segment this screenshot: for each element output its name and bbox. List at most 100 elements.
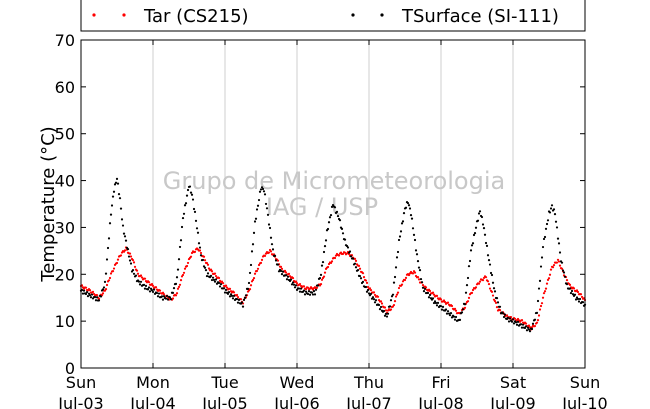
data-point [507, 320, 511, 323]
data-point [469, 249, 473, 252]
data-point [330, 205, 334, 208]
data-point [297, 287, 301, 290]
data-point [136, 272, 140, 275]
data-point [416, 260, 420, 263]
data-point [190, 193, 194, 196]
data-point [452, 315, 456, 318]
data-point [258, 190, 262, 193]
data-point [225, 286, 229, 289]
data-point [450, 304, 454, 308]
data-point [227, 291, 231, 294]
data-point [243, 296, 247, 299]
data-point [193, 250, 197, 253]
data-point [230, 294, 234, 297]
data-point [226, 292, 230, 295]
data-point [202, 255, 206, 258]
data-point [273, 254, 277, 257]
data-point [176, 287, 180, 290]
data-point [565, 283, 569, 286]
data-point [311, 293, 315, 296]
data-point [180, 225, 184, 229]
data-point [555, 261, 559, 264]
data-point [578, 297, 582, 301]
data-point [279, 265, 283, 268]
x-tick-label-day: Tue [210, 373, 238, 392]
data-point [111, 270, 115, 273]
data-point [535, 321, 539, 324]
data-point [116, 182, 120, 185]
x-tick-label-day: Sat [500, 373, 526, 392]
data-point [151, 290, 155, 294]
data-point [115, 261, 119, 265]
data-point [251, 278, 255, 282]
data-point [321, 260, 325, 264]
data-point [276, 263, 280, 266]
data-point [132, 261, 136, 264]
data-point [81, 292, 85, 295]
data-point [502, 315, 506, 319]
data-point [209, 274, 213, 277]
data-point [195, 227, 199, 230]
data-point [224, 288, 228, 292]
data-point [428, 293, 432, 297]
data-point [117, 193, 121, 196]
y-tick-label: 0 [65, 359, 75, 378]
data-point [114, 181, 118, 184]
x-tick-label-day: Sun [66, 373, 96, 392]
data-point [433, 300, 437, 303]
data-point [190, 251, 194, 255]
data-point [492, 287, 496, 290]
data-point [407, 204, 411, 207]
data-point [520, 326, 524, 329]
data-point [445, 312, 449, 315]
data-point [333, 206, 337, 209]
data-point [389, 299, 393, 302]
data-point [386, 312, 390, 315]
data-point [256, 267, 260, 270]
data-point [570, 289, 574, 293]
data-point [162, 295, 166, 298]
data-point [401, 220, 405, 223]
data-point [379, 300, 383, 303]
data-point [322, 250, 326, 254]
data-point [231, 297, 235, 300]
data-point [400, 283, 404, 286]
data-point [561, 269, 565, 272]
data-point [214, 274, 218, 278]
data-point [343, 251, 347, 254]
data-point [303, 293, 307, 296]
data-point [421, 283, 425, 287]
data-point [147, 281, 151, 284]
data-point [263, 254, 267, 258]
data-point [428, 289, 432, 293]
data-point [175, 292, 179, 295]
data-point [259, 261, 263, 265]
data-point [549, 207, 553, 210]
data-point [248, 271, 252, 275]
data-point [579, 293, 583, 296]
y-tick-label: 50 [55, 125, 75, 144]
data-point [274, 259, 278, 262]
data-point [178, 245, 182, 249]
data-point [361, 280, 365, 283]
data-point [177, 258, 181, 261]
data-point [280, 267, 284, 270]
data-point [203, 266, 207, 269]
data-point [183, 267, 187, 270]
data-point [134, 274, 138, 277]
data-point [439, 298, 443, 301]
data-point [411, 227, 415, 230]
data-point [183, 204, 187, 207]
data-point [454, 309, 458, 312]
data-point [351, 257, 355, 260]
data-point [139, 274, 143, 277]
data-point [353, 262, 357, 265]
data-point [284, 274, 288, 277]
watermark-line-2: IAG / USP [266, 193, 378, 221]
data-point [239, 298, 243, 301]
legend-label-tsurface: TSurface (SI-111) [401, 6, 559, 27]
data-point [241, 305, 245, 308]
data-point [389, 308, 393, 311]
data-point [178, 283, 182, 286]
data-point [397, 238, 401, 242]
